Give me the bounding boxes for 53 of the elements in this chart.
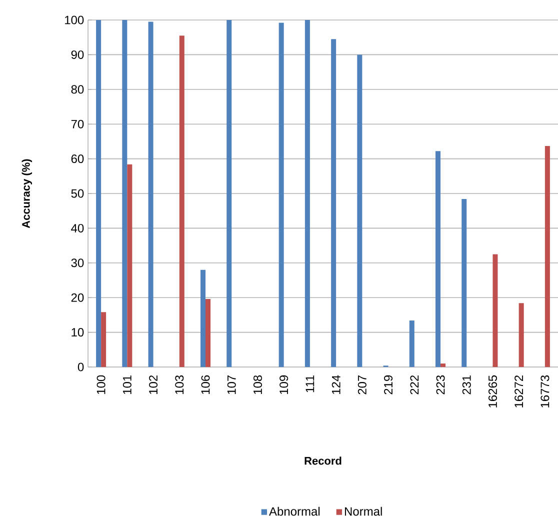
bar — [96, 20, 102, 367]
x-tick-label: 223 — [436, 375, 445, 394]
x-tick-label: 207 — [358, 375, 366, 394]
bar — [331, 39, 336, 367]
bar — [127, 164, 132, 367]
x-tick-label: 231 — [462, 375, 471, 394]
y-tick-label: 60 — [71, 154, 84, 164]
x-tick-label: 101 — [122, 375, 132, 394]
x-tick-label: 16272 — [514, 375, 524, 408]
y-tick-label: 50 — [71, 189, 84, 198]
x-tick-label: 102 — [149, 375, 158, 394]
bar — [122, 20, 128, 367]
bar — [200, 270, 206, 367]
bar — [148, 22, 154, 367]
bar — [206, 298, 210, 367]
y-tick-label: 30 — [71, 258, 84, 268]
bar — [492, 254, 498, 367]
bar — [278, 22, 284, 367]
y-tick-label: 100 — [65, 16, 84, 24]
bar — [440, 364, 446, 367]
y-tick-label: 10 — [72, 328, 84, 337]
bar — [179, 36, 184, 367]
legend-label: Normal — [344, 506, 382, 516]
bar — [436, 151, 441, 367]
y-tick-label: 0 — [78, 362, 84, 372]
legend-label: Abnormal — [269, 506, 320, 516]
x-tick-label: 108 — [253, 375, 262, 394]
x-tick-label: 103 — [175, 375, 184, 394]
x-tick-label: 124 — [332, 375, 340, 394]
x-tick-label: 219 — [384, 375, 393, 394]
x-tick-label: 106 — [201, 375, 210, 394]
x-tick-label: 109 — [280, 375, 288, 394]
y-tick-label: 90 — [71, 50, 84, 59]
bar — [409, 320, 414, 367]
y-tick-label: 70 — [71, 120, 84, 128]
bar — [544, 146, 550, 367]
bar — [518, 303, 524, 367]
bar — [101, 312, 106, 367]
bar — [304, 20, 310, 367]
bar — [226, 20, 232, 367]
x-tick-label: 16265 — [488, 375, 497, 408]
y-tick-label: 20 — [71, 293, 84, 302]
x-tick-label: 100 — [96, 375, 106, 394]
x-tick-label: 111 — [306, 375, 314, 392]
x-axis-title: Record — [304, 456, 342, 465]
x-tick-label: 16773 — [540, 375, 550, 408]
x-tick-label: 107 — [227, 375, 236, 394]
y-tick-label: 40 — [71, 224, 84, 232]
bar — [462, 199, 467, 367]
x-tick-label: 222 — [410, 375, 419, 394]
bar — [357, 54, 362, 367]
y-tick-label: 80 — [71, 85, 84, 94]
y-axis-title: Accuracy (%) — [22, 159, 32, 228]
